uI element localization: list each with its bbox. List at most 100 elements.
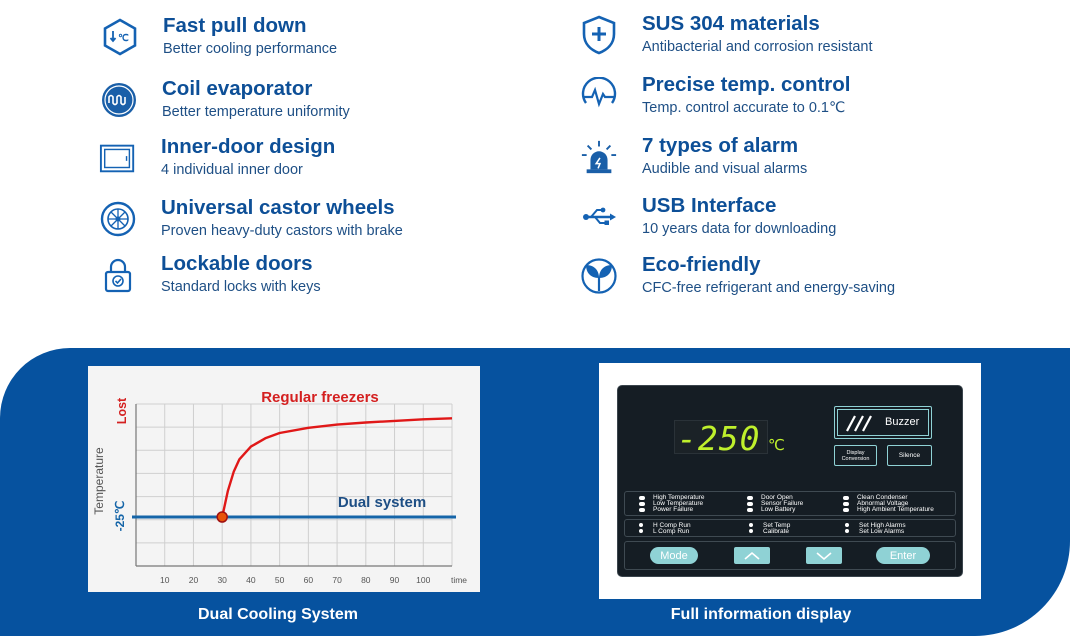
feature-subtitle: 10 years data for downloading bbox=[642, 221, 837, 237]
chart-y-top-label: Lost bbox=[115, 397, 129, 424]
feature-precise-temp: Precise temp. control Temp. control accu… bbox=[580, 73, 850, 118]
chevron-down-icon bbox=[816, 551, 832, 560]
indicator-label: High Ambient Temperature bbox=[857, 506, 934, 513]
feature-subtitle: Audible and visual alarms bbox=[642, 161, 808, 177]
feature-subtitle: 4 individual inner door bbox=[161, 162, 303, 178]
castor-wheel-icon bbox=[99, 200, 137, 238]
buzzer-label: Buzzer bbox=[885, 416, 920, 428]
celsius-label: ℃ bbox=[118, 33, 129, 44]
mode-button[interactable]: Mode bbox=[650, 547, 698, 564]
temperature-value: -250 bbox=[677, 419, 761, 458]
intersection-marker bbox=[216, 511, 228, 523]
inner-door-icon bbox=[99, 139, 137, 177]
x-tick-label: 40 bbox=[246, 575, 256, 585]
indicator-label: L Comp Run bbox=[653, 528, 690, 535]
indicator-label: Clean Condenser bbox=[857, 494, 908, 501]
feature-title: Inner-door design bbox=[161, 135, 336, 158]
buzzer-lines-icon bbox=[846, 415, 872, 432]
indicator-label: Set Temp bbox=[763, 522, 791, 529]
silence-label: Silence bbox=[898, 452, 921, 459]
indicator-label: Door Open bbox=[761, 494, 793, 501]
lock-icon bbox=[99, 256, 137, 294]
down-button[interactable] bbox=[806, 547, 842, 564]
feature-title: Universal castor wheels bbox=[161, 196, 395, 219]
up-button[interactable] bbox=[734, 547, 770, 564]
feature-title: Precise temp. control bbox=[642, 73, 851, 96]
indicator-label: Set High Alarms bbox=[859, 522, 906, 529]
x-tick-label: 60 bbox=[304, 575, 314, 585]
display-conversion-label: Display Conversion bbox=[841, 449, 870, 462]
feature-subtitle: Antibacterial and corrosion resistant bbox=[642, 39, 873, 55]
x-tick-label: 10 bbox=[160, 575, 170, 585]
enter-button[interactable]: Enter bbox=[876, 547, 930, 564]
chart-xlabel: time bbox=[451, 575, 467, 585]
chart-ylabel: Temperature bbox=[92, 447, 106, 515]
feature-subtitle: Standard locks with keys bbox=[161, 279, 321, 295]
pulse-icon bbox=[580, 76, 618, 115]
feature-usb: USB Interface 10 years data for download… bbox=[580, 194, 836, 239]
leaf-icon bbox=[580, 257, 618, 295]
indicator-label: Power Failure bbox=[653, 506, 694, 513]
feature-subtitle: Better cooling performance bbox=[163, 41, 338, 57]
feature-subtitle: Proven heavy-duty castors with brake bbox=[161, 223, 403, 239]
chevron-up-icon bbox=[744, 551, 760, 560]
indicator-strip: High Temperature Low Temperature Power F… bbox=[624, 491, 956, 516]
indicator-label: H Comp Run bbox=[653, 522, 691, 529]
controller-body: -250 ℃ Buzzer Display Conversion Silence… bbox=[617, 385, 963, 577]
display-caption: Full information display bbox=[670, 606, 852, 623]
indicator-label: Set Low Alarms bbox=[859, 528, 905, 535]
series-label-dual: Dual system bbox=[338, 494, 426, 511]
x-tick-label: 90 bbox=[390, 575, 400, 585]
indicator-label: Low Battery bbox=[761, 506, 796, 513]
series-label-regular: Regular freezers bbox=[261, 389, 379, 406]
x-tick-label: 80 bbox=[361, 575, 371, 585]
fast-pull-down-icon: ℃ bbox=[101, 18, 139, 56]
indicator-label: Calibrate bbox=[763, 528, 790, 535]
series-line-regular-freezers bbox=[221, 417, 453, 518]
indicator-label: Low Temperature bbox=[653, 500, 704, 507]
control-display-panel: -250 ℃ Buzzer Display Conversion Silence… bbox=[599, 363, 981, 599]
feature-title: SUS 304 materials bbox=[642, 12, 820, 35]
dual-cooling-chart-panel: 10 20 30 40 50 60 70 80 90 100 time Temperature L… bbox=[88, 366, 480, 592]
feature-sus304: SUS 304 materials Antibacterial and corr… bbox=[580, 12, 873, 57]
feature-alarm: 7 types of alarm Audible and visual alar… bbox=[580, 134, 807, 179]
coil-evaporator-icon bbox=[100, 81, 138, 119]
indicator-label: High Temperature bbox=[653, 494, 705, 501]
shield-plus-icon bbox=[580, 15, 618, 54]
silence-button[interactable]: Silence bbox=[887, 445, 932, 466]
feature-eco: Eco-friendly CFC-free refrigerant and en… bbox=[580, 253, 895, 298]
feature-castor-wheels: Universal castor wheels Proven heavy-dut… bbox=[99, 196, 403, 241]
temperature-unit: ℃ bbox=[768, 437, 785, 454]
feature-inner-door: Inner-door design 4 individual inner doo… bbox=[99, 135, 335, 180]
buzzer-button[interactable]: Buzzer bbox=[834, 406, 932, 439]
key-strip bbox=[624, 541, 956, 570]
usb-icon bbox=[580, 198, 618, 236]
compressor-strip: H Comp Run L Comp Run Set Temp Calibrate… bbox=[624, 519, 956, 537]
feature-fast-pull-down: ℃ Fast pull down Better cooling performa… bbox=[101, 14, 337, 59]
chart-caption: Dual Cooling System bbox=[197, 606, 359, 623]
feature-subtitle: Better temperature uniformity bbox=[162, 104, 350, 120]
chart-y-mark-label: -25℃ bbox=[113, 501, 127, 532]
feature-title: Lockable doors bbox=[161, 252, 313, 275]
x-tick-label: 50 bbox=[275, 575, 285, 585]
feature-title: Eco-friendly bbox=[642, 253, 761, 276]
x-tick-label: 70 bbox=[332, 575, 342, 585]
feature-coil-evaporator: Coil evaporator Better temperature unifo… bbox=[100, 77, 350, 122]
feature-subtitle: CFC-free refrigerant and energy-saving bbox=[642, 280, 896, 296]
feature-title: USB Interface bbox=[642, 194, 777, 217]
feature-lockable-doors: Lockable doors Standard locks with keys bbox=[99, 252, 321, 297]
temperature-readout: -250 bbox=[674, 419, 768, 458]
x-tick-label: 30 bbox=[217, 575, 227, 585]
feature-subtitle: Temp. control accurate to 0.1℃ bbox=[642, 100, 846, 116]
x-tick-label: 100 bbox=[416, 575, 430, 585]
feature-title: 7 types of alarm bbox=[642, 134, 799, 157]
x-tick-label: 20 bbox=[189, 575, 199, 585]
indicator-label: Abnormal Voltage bbox=[857, 500, 909, 507]
feature-title: Coil evaporator bbox=[162, 77, 313, 100]
alarm-light-icon bbox=[580, 138, 618, 176]
indicator-label: Sensor Failure bbox=[761, 500, 804, 507]
display-conversion-button[interactable]: Display Conversion bbox=[834, 445, 877, 466]
feature-title: Fast pull down bbox=[163, 14, 307, 37]
dual-cooling-chart: 10 20 30 40 50 60 70 80 90 100 time Temperature L… bbox=[92, 389, 467, 585]
